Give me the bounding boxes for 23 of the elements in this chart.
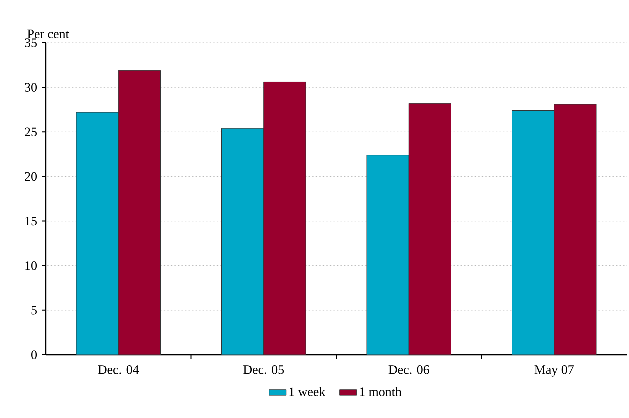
- x-tick-label: Dec. 04: [98, 366, 140, 374]
- y-tick-label: 0: [32, 350, 38, 360]
- y-tick-label: 25: [25, 128, 37, 136]
- y-tick-label: 30: [25, 83, 38, 92]
- legend-label: 1 week: [290, 387, 326, 396]
- bar: [366, 155, 410, 355]
- bar: [408, 103, 452, 355]
- y-axis-title: Per cent: [28, 30, 70, 38]
- bar: [222, 128, 264, 355]
- legend-label: 1 month: [360, 387, 402, 396]
- bar: [264, 82, 306, 355]
- x-tick-label: Dec. 06: [388, 366, 430, 374]
- bar: [554, 104, 597, 355]
- y-tick-label: 35: [25, 38, 37, 48]
- y-tick-label: 15: [26, 216, 37, 226]
- x-tick-label: Dec. 05: [244, 366, 284, 374]
- bar: [76, 112, 119, 355]
- bar: [512, 110, 555, 355]
- bar: [118, 70, 161, 355]
- y-tick-label: 20: [25, 172, 38, 182]
- y-tick-label: 5: [32, 306, 37, 315]
- x-tick-label: May 07: [534, 366, 574, 377]
- y-tick-label: 10: [26, 261, 38, 270]
